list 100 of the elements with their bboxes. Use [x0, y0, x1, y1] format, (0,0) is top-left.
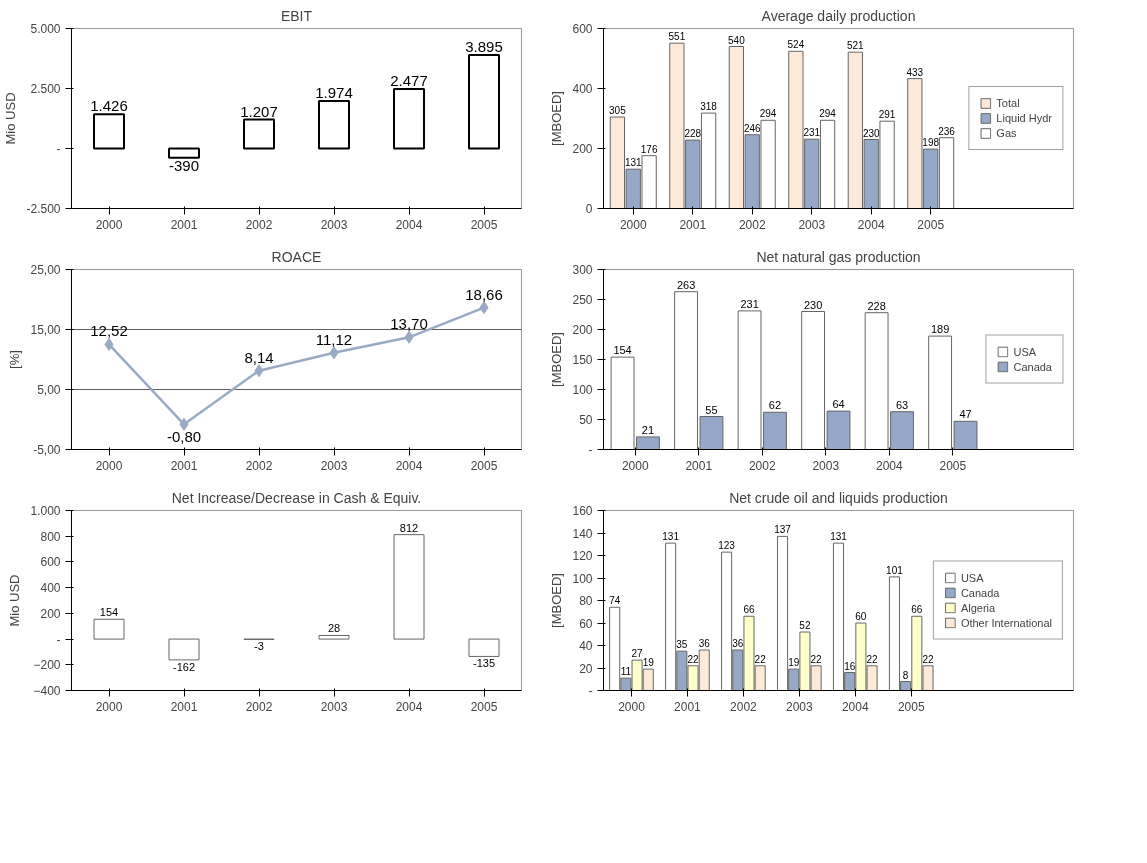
bar	[93, 618, 125, 640]
y-tick-label: 40	[579, 639, 593, 653]
x-tick-label: 2004	[841, 699, 869, 714]
y-tick-label: -	[56, 142, 61, 156]
y-tick-label: −400	[33, 684, 61, 698]
y-tick-label: -2.500	[26, 202, 61, 216]
y-tick-label: 800	[40, 529, 61, 544]
bar	[393, 88, 425, 150]
x-tick-label: 2000	[619, 217, 647, 232]
x-tick-label: 2004	[395, 458, 423, 473]
data-label: 8	[902, 669, 909, 681]
y-tick-label: 600	[40, 555, 61, 570]
y-tick-label: 20	[579, 661, 593, 676]
point	[104, 337, 114, 351]
data-label: 198	[922, 137, 940, 149]
point	[254, 364, 264, 378]
data-label: 66	[911, 604, 923, 616]
x-tick-label: 2002	[245, 458, 273, 473]
data-label: 11	[620, 666, 632, 678]
x-tick-label: 2004	[875, 458, 903, 473]
chart-title: Net crude oil and liquids production	[729, 489, 948, 506]
y-tick-label: 1.000	[30, 504, 61, 518]
data-label: 55	[705, 403, 718, 416]
bar	[393, 534, 425, 640]
y-tick-label: 150	[572, 353, 593, 367]
legend-label: Total	[996, 97, 1020, 109]
data-label: 123	[718, 540, 736, 552]
legend-label: Canada	[960, 586, 1000, 599]
y-tick-label: 400	[572, 82, 593, 96]
data-label: 22	[810, 653, 823, 665]
x-tick-label: 2003	[798, 217, 826, 232]
bar	[243, 118, 275, 150]
data-label: 176	[640, 143, 658, 155]
bar	[168, 638, 200, 661]
data-label: 521	[847, 40, 865, 52]
data-label: 60	[855, 611, 867, 622]
x-tick-label: 2005	[470, 217, 498, 232]
y-tick-label: 120	[572, 549, 593, 563]
data-label: 16	[844, 660, 856, 672]
y-tick-label: 300	[572, 263, 593, 277]
data-label: 230	[803, 298, 823, 311]
legend-label: USA	[1013, 345, 1037, 358]
y-tick-label: 200	[40, 606, 61, 621]
legend-label: Gas	[996, 127, 1017, 139]
y-tick-label: 250	[572, 293, 593, 307]
data-label: 524	[787, 39, 805, 51]
bar	[468, 54, 500, 150]
y-tick-label: -	[588, 443, 593, 457]
x-tick-label: 2001	[679, 217, 707, 232]
x-tick-label: 2001	[170, 458, 198, 473]
data-label: -3	[254, 640, 264, 653]
data-label: 305	[609, 105, 627, 116]
chart-title: ROACE	[271, 248, 322, 265]
data-label: 66	[743, 604, 755, 616]
x-tick-label: 2003	[785, 699, 814, 714]
x-tick-label: 2000	[95, 217, 123, 232]
x-tick-label: 2005	[470, 458, 498, 473]
y-tick-label: 5.000	[30, 22, 61, 36]
point	[329, 346, 339, 360]
legend-label: Algeria	[960, 601, 996, 614]
data-label: 1.207	[240, 102, 278, 120]
data-label: 63	[895, 398, 909, 411]
x-tick-label: 2002	[245, 699, 273, 714]
y-tick-label: 400	[40, 581, 61, 596]
data-label: 62	[768, 399, 782, 412]
data-label: 812	[399, 521, 419, 534]
y-tick-label: −200	[33, 658, 61, 673]
data-label: 27	[631, 648, 644, 660]
data-label: 3.895	[465, 38, 503, 56]
data-label: 131	[830, 531, 848, 543]
data-label: 18,66	[465, 285, 503, 303]
data-label: 11,12	[315, 330, 353, 348]
data-label: 263	[676, 278, 696, 291]
y-tick-label: 15,00	[30, 323, 61, 337]
x-tick-label: 2002	[730, 699, 758, 714]
data-label: 230	[862, 127, 880, 139]
data-label: 22	[866, 653, 879, 665]
data-label: 101	[886, 564, 904, 576]
legend-label: Canada	[1013, 360, 1052, 373]
x-tick-label: 2000	[621, 458, 649, 473]
point	[404, 330, 414, 344]
y-tick-label: -5,00	[33, 443, 61, 457]
y-axis-title: Mio USD	[7, 574, 23, 627]
data-label: 131	[662, 531, 680, 543]
bar	[318, 100, 350, 150]
data-label: 35	[676, 639, 688, 651]
data-label: -135	[472, 657, 496, 670]
chart-title: Net Increase/Decrease in Cash & Equiv.	[171, 489, 422, 506]
y-tick-label: 2.500	[30, 82, 61, 96]
data-label: 154	[613, 344, 632, 357]
x-tick-label: 2003	[320, 458, 348, 473]
bar	[318, 634, 350, 640]
legend-label: Liquid Hydr	[996, 112, 1052, 124]
x-tick-label: 2005	[917, 217, 945, 232]
legend-label: Other International	[960, 616, 1052, 629]
bar	[468, 638, 500, 657]
x-tick-label: 2003	[812, 458, 840, 473]
data-label: -162	[172, 660, 196, 673]
data-label: 1.426	[90, 97, 128, 115]
y-tick-label: 5,00	[37, 383, 61, 397]
